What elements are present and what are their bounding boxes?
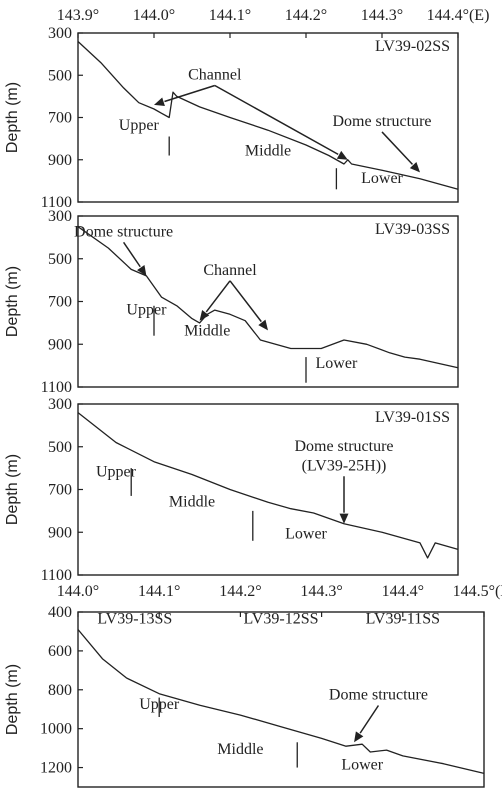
y-tick-label: 300 (48, 25, 72, 42)
y-tick-label: 300 (48, 396, 72, 413)
panel-title: LV39-03SS (375, 221, 450, 238)
bathymetric-profile (77, 226, 459, 369)
annotation-label: Middle (245, 143, 291, 160)
x-tick-label: 144.1° (138, 583, 180, 600)
annotation-label: Upper (139, 696, 180, 713)
x-tick-label: 144.3° (361, 7, 403, 24)
annotation-arrow (229, 280, 262, 323)
annotation-label: (LV39-25H)) (302, 457, 387, 474)
y-tick-label: 1000 (40, 721, 72, 738)
annotation-label: Lower (361, 170, 403, 187)
x-tick-label: 144.3° (300, 583, 342, 600)
annotation-label: Upper (96, 464, 137, 481)
arrow-head (336, 150, 348, 160)
y-axis-label: Depth (m) (4, 266, 21, 337)
x-tick-label: 143.9° (57, 7, 99, 24)
annotation-label: Channel (203, 262, 257, 279)
y-tick-label: 1200 (40, 760, 72, 777)
y-tick-label: 700 (48, 294, 72, 311)
y-axis-label: Depth (m) (4, 664, 21, 735)
annotation-label: Channel (188, 66, 242, 83)
y-axis-label: Depth (m) (4, 82, 21, 153)
y-tick-label: 500 (48, 251, 72, 268)
panel-title: LV39-01SS (375, 409, 450, 426)
y-tick-label: 400 (48, 604, 72, 621)
annotation-label: Dome structure (294, 438, 393, 455)
annotation-label: LV39-11SS (366, 611, 440, 628)
y-tick-label: 500 (48, 439, 72, 456)
arrow-head (339, 513, 349, 524)
arrow-head (137, 265, 147, 276)
x-tick-label: 144.4° (382, 583, 424, 600)
annotation-arrow (122, 241, 141, 268)
arrow-head (199, 310, 210, 321)
annotation-arrow (164, 84, 216, 103)
x-tick-label: 144.0° (133, 7, 175, 24)
bathymetric-profile (77, 41, 459, 190)
y-tick-label: 1100 (41, 379, 72, 396)
annotation-arrow (381, 131, 414, 165)
x-tick-label: 144.1° (209, 7, 251, 24)
panel-frame (77, 611, 485, 788)
annotation-label: Lower (341, 757, 383, 774)
x-tick-label: 144.5°(E) (453, 583, 502, 600)
bathymetric-profile (77, 412, 459, 559)
x-tick-label: 144.0° (57, 583, 99, 600)
annotation-label: Dome structure (74, 223, 173, 240)
y-tick-label: 800 (48, 682, 72, 699)
y-tick-label: 900 (48, 152, 72, 169)
bathymetric-profile (77, 629, 485, 775)
annotation-label: Middle (217, 741, 263, 758)
y-tick-label: 1100 (41, 194, 72, 211)
annotation-arrow (205, 280, 231, 313)
annotation-label: Lower (316, 355, 358, 372)
arrow-head (409, 162, 420, 173)
annotation-label: LV39-13SS (97, 611, 172, 628)
annotation-label: Upper (119, 117, 160, 134)
y-tick-label: 500 (48, 67, 72, 84)
y-tick-label: 700 (48, 110, 72, 127)
panel-title: LV39-02SS (375, 38, 450, 55)
arrow-head (154, 97, 165, 107)
y-tick-label: 300 (48, 208, 72, 225)
y-tick-label: 900 (48, 336, 72, 353)
annotation-label: Dome structure (329, 687, 428, 704)
annotation-arrow (359, 705, 380, 734)
y-tick-label: 900 (48, 524, 72, 541)
y-tick-label: 600 (48, 643, 72, 660)
y-tick-label: 700 (48, 482, 72, 499)
y-axis-label: Depth (m) (4, 454, 21, 525)
x-tick-label: 144.2° (219, 583, 261, 600)
annotation-label: Upper (126, 301, 167, 318)
annotation-label: Lower (285, 526, 327, 543)
arrow-head (258, 319, 268, 331)
annotation-label: Middle (184, 323, 230, 340)
arrow-head (354, 731, 364, 743)
x-tick-label: 144.2° (285, 7, 327, 24)
panel-frame (77, 403, 459, 576)
annotation-label: Middle (169, 494, 215, 511)
x-tick-label: 144.4°(E) (427, 7, 490, 24)
annotation-label: LV39-12SS (244, 611, 319, 628)
annotation-label: Dome structure (332, 113, 431, 130)
y-tick-label: 1100 (41, 567, 72, 584)
annotation-arrow (214, 84, 339, 156)
